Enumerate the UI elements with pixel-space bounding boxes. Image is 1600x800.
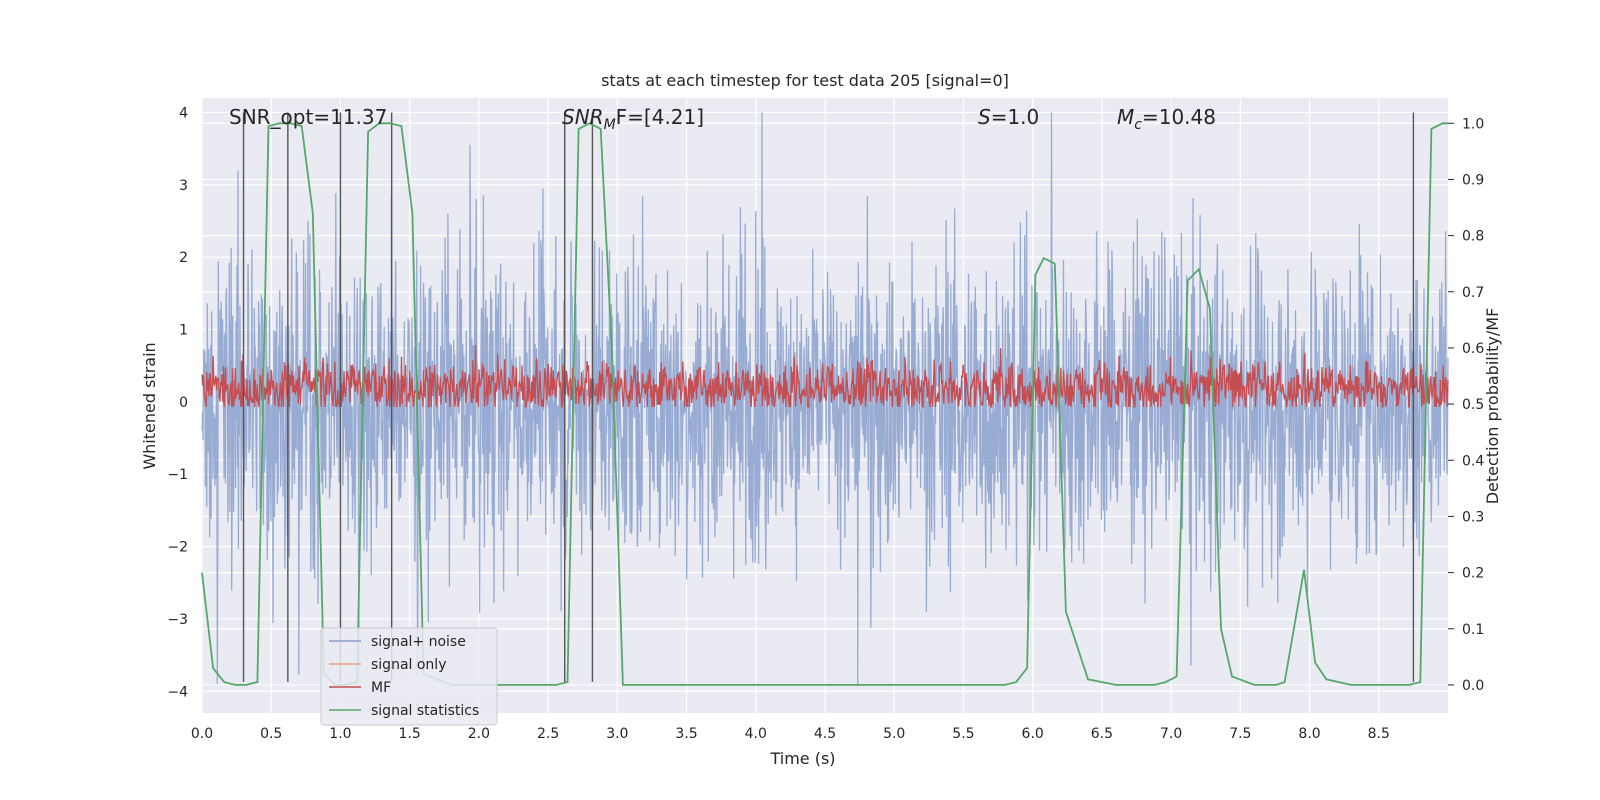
y2-tick-labels: 1.0 0.9 0.8 0.7 0.6 0.5 0.4 0.3 0.2 0.1 0.0 bbox=[1448, 116, 1484, 694]
y-tick-label: 1 bbox=[179, 323, 188, 339]
annotation-s-symbol: S bbox=[978, 105, 991, 129]
x-tick-label: 7.5 bbox=[1229, 726, 1251, 742]
y2-tick-label: 0.7 bbox=[1462, 285, 1484, 301]
x-tick-label: 0.5 bbox=[260, 726, 282, 742]
series-mf bbox=[201, 345, 1449, 410]
annotation-s: S=1.0 bbox=[978, 105, 1039, 129]
annotation-mc-value: =10.48 bbox=[1142, 105, 1216, 129]
y2-tick-label: 0.9 bbox=[1462, 172, 1484, 188]
x-tick-label: 1.5 bbox=[399, 726, 421, 742]
x-tick-label: 2.0 bbox=[468, 726, 490, 742]
legend: signal+ noise signal only MF signal stat… bbox=[320, 627, 498, 726]
annotation-snr-mf-symbol: SNR bbox=[562, 105, 604, 129]
y2-tick-label: 0.0 bbox=[1462, 678, 1484, 694]
x-tick-label: 5.0 bbox=[883, 726, 905, 742]
x-tick-label: 8.0 bbox=[1298, 726, 1320, 742]
x-tick-label: 1.0 bbox=[329, 726, 351, 742]
x-tick-label: 5.5 bbox=[952, 726, 974, 742]
vertical-marker-lines bbox=[242, 112, 1415, 682]
y-axis-label: Whitened strain bbox=[140, 342, 159, 469]
y2-tick-label: 0.3 bbox=[1462, 509, 1484, 525]
y-tick-label: −2 bbox=[167, 540, 188, 556]
y2-tick-label: 0.4 bbox=[1462, 453, 1484, 469]
x-tick-label: 4.0 bbox=[745, 726, 767, 742]
annotation-snr-mf-subscript: M bbox=[604, 117, 616, 133]
legend-box bbox=[320, 627, 498, 726]
y2-tick-label: 0.8 bbox=[1462, 229, 1484, 245]
series-line-mf bbox=[201, 345, 1449, 410]
y-tick-label: 2 bbox=[179, 250, 188, 266]
y-tick-label: −4 bbox=[167, 684, 188, 700]
x-tick-label: 0.0 bbox=[191, 726, 213, 742]
y2-tick-label: 0.2 bbox=[1462, 566, 1484, 582]
legend-label-signal-statistics: signal statistics bbox=[371, 703, 479, 719]
x-tick-label: 2.5 bbox=[537, 726, 559, 742]
y-tick-label: 0 bbox=[179, 395, 188, 411]
annotation-mc: Mc=10.48 bbox=[1117, 105, 1216, 133]
y-tick-label: 3 bbox=[179, 178, 188, 194]
y2-tick-label: 1.0 bbox=[1462, 116, 1484, 132]
annotation-mc-subscript: c bbox=[1134, 117, 1142, 133]
x-tick-label: 7.0 bbox=[1160, 726, 1182, 742]
y-tick-label: −1 bbox=[167, 467, 188, 483]
x-tick-label: 6.0 bbox=[1022, 726, 1044, 742]
annotation-s-value: =1.0 bbox=[991, 105, 1040, 129]
x-tick-label: 8.5 bbox=[1368, 726, 1390, 742]
y2-tick-label: 0.6 bbox=[1462, 341, 1484, 357]
annotation-snr-mf-value: F=[4.21] bbox=[616, 105, 704, 129]
legend-label-mf: MF bbox=[371, 680, 391, 696]
chart-title: stats at each timestep for test data 205… bbox=[601, 71, 1009, 90]
legend-label-signal-only: signal only bbox=[371, 657, 446, 673]
annotation-mc-symbol: M bbox=[1117, 105, 1134, 129]
y-tick-labels: 4 3 2 1 0 −1 −2 −3 −4 bbox=[167, 105, 188, 700]
legend-label-signal-noise: signal+ noise bbox=[371, 634, 466, 650]
x-tick-label: 3.0 bbox=[606, 726, 628, 742]
y-tick-label: 4 bbox=[179, 105, 188, 121]
y2-tick-label: 0.5 bbox=[1462, 397, 1484, 413]
x-tick-labels: 0.0 0.5 1.0 1.5 2.0 2.5 3.0 3.5 4.0 4.5 5.0 5.5 6.0 6… bbox=[191, 726, 1390, 742]
x-axis-label: Time (s) bbox=[769, 749, 835, 768]
y2-tick-label: 0.1 bbox=[1462, 622, 1484, 638]
y-tick-label: −3 bbox=[167, 612, 188, 628]
annotation-snr-opt: SNR_opt=11.37 bbox=[229, 105, 387, 129]
x-tick-label: 4.5 bbox=[814, 726, 836, 742]
annotation-snr-mf: SNRMF=[4.21] bbox=[562, 105, 704, 133]
x-tick-label: 6.5 bbox=[1091, 726, 1113, 742]
y2-axis-label: Detection probability/MF bbox=[1483, 308, 1502, 505]
x-tick-label: 3.5 bbox=[675, 726, 697, 742]
